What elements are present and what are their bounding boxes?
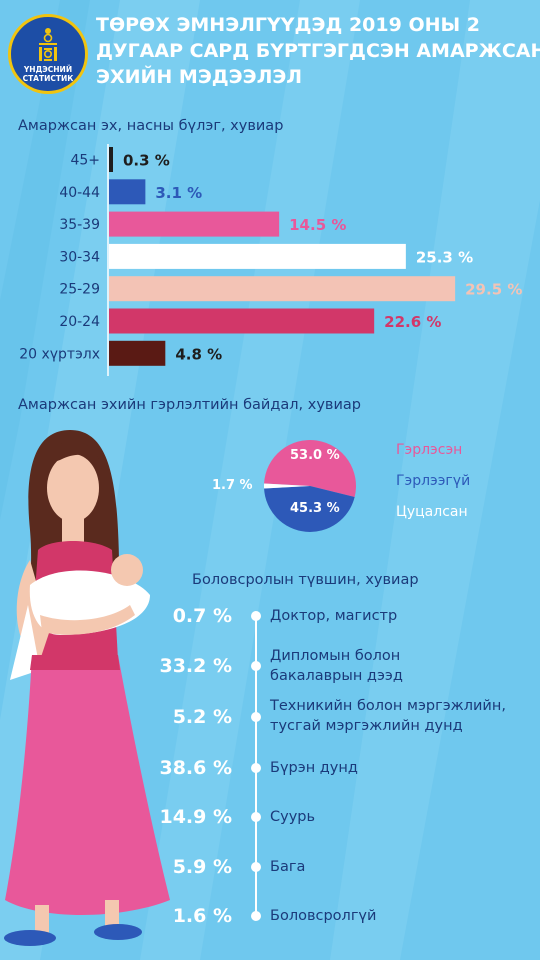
bar-category-label: 45+ xyxy=(70,153,100,169)
bar-value-label: 3.1 % xyxy=(155,184,202,202)
edu-pct-4: 14.9 % xyxy=(159,806,232,828)
bar-category-label: 40-44 xyxy=(59,185,100,201)
bar xyxy=(109,308,375,334)
timeline-dot xyxy=(251,661,261,671)
bar xyxy=(109,211,280,237)
nso-logo: ҮНДЭСНИЙ СТАТИСТИК xyxy=(8,14,88,94)
marital-chart-title: Амаржсан эхийн гэрлэлтийн байдал, хувиар xyxy=(18,397,361,413)
soyombo-emblem-icon xyxy=(39,28,57,61)
edu-label-3: Бүрэн дунд xyxy=(270,758,358,778)
pie-slice xyxy=(264,483,310,489)
legend-divorced: Цуцалсан xyxy=(396,504,468,520)
edu-pct-0: 0.7 % xyxy=(172,605,232,627)
bar-category-label: 30-34 xyxy=(59,249,100,265)
title-line-2: ДУГААР САРД БҮРТГЭГДСЭН АМАРЖСАН xyxy=(96,40,540,62)
bar-category-label: 20-24 xyxy=(59,314,100,330)
bar xyxy=(109,243,406,269)
edu-label-1-line-2: бакалаврын дээд xyxy=(270,668,403,684)
bar xyxy=(109,340,166,366)
age-bar-chart: 45+ 0.3 % 40-44 3.1 % 35-39 14.5 % 30-34 25.3 %… xyxy=(19,144,522,376)
edu-label-1: Дипломын болон бакалаврын дээд xyxy=(270,646,403,686)
legend-married: Гэрлэсэн xyxy=(396,442,463,458)
edu-label-0-line-1: Доктор, магистр xyxy=(270,608,398,624)
edu-label-3-line-1: Бүрэн дунд xyxy=(270,760,358,776)
edu-label-6: Боловсролгүй xyxy=(270,906,376,926)
bar xyxy=(109,179,146,205)
edu-pct-3: 38.6 % xyxy=(159,757,232,779)
timeline-dot xyxy=(251,611,261,621)
pie-label-divorced: 1.7 % xyxy=(212,478,253,493)
bar-category-label: 25-29 xyxy=(59,282,100,298)
pie-label-unmarried: 45.3 % xyxy=(290,501,340,516)
edu-label-2-line-2: тусгай мэргэжлийн дунд xyxy=(270,718,463,734)
logo-text-line2: СТАТИСТИК xyxy=(22,74,74,83)
timeline-dot xyxy=(251,911,261,921)
title-line-1: ТӨРӨХ ЭМНЭЛГҮҮДЭД 2019 ОНЫ 2 xyxy=(96,14,481,36)
timeline-dot xyxy=(251,712,261,722)
marital-pie-svg xyxy=(264,440,356,532)
page-title: ТӨРӨХ ЭМНЭЛГҮҮДЭД 2019 ОНЫ 2 ДУГААР САРД… xyxy=(96,12,540,90)
bar xyxy=(109,276,456,302)
edu-label-2-line-1: Техникийн болон мэргэжлийн, xyxy=(270,698,506,714)
bar-value-label: 0.3 % xyxy=(123,152,170,170)
bar-value-label: 14.5 % xyxy=(289,216,346,234)
edu-pct-5: 5.9 % xyxy=(172,856,232,878)
edu-label-2: Техникийн болон мэргэжлийн, тусгай мэргэ… xyxy=(270,696,506,736)
edu-pct-1: 33.2 % xyxy=(159,655,232,677)
timeline-dot xyxy=(251,763,261,773)
pie-label-married: 53.0 % xyxy=(290,448,340,463)
education-title: Боловсролын түвшин, хувиар xyxy=(192,572,419,588)
edu-label-4: Суурь xyxy=(270,807,315,827)
edu-label-0: Доктор, магистр xyxy=(270,606,397,626)
pie-slice xyxy=(264,440,356,498)
bar-value-label: 25.3 % xyxy=(416,248,473,266)
title-line-3: ЭХИЙН МЭДЭЭЛЭЛ xyxy=(96,66,303,88)
edu-pct-6: 1.6 % xyxy=(172,905,232,927)
logo-text-line1: ҮНДЭСНИЙ xyxy=(23,65,73,74)
edu-label-6-line-1: Боловсролгүй xyxy=(270,908,377,924)
bar-value-label: 29.5 % xyxy=(465,281,522,299)
edu-label-4-line-1: Суурь xyxy=(270,809,316,825)
timeline-dot xyxy=(251,812,261,822)
legend-unmarried: Гэрлээгүй xyxy=(396,473,471,489)
bar-value-label: 4.8 % xyxy=(175,345,222,363)
edu-label-5-line-1: Бага xyxy=(270,859,306,875)
edu-label-5: Бага xyxy=(270,857,305,877)
bar-value-label: 22.6 % xyxy=(384,313,441,331)
timeline-dot xyxy=(251,862,261,872)
bar-category-label: 20 хүртэлх xyxy=(19,346,100,362)
marital-pie xyxy=(262,438,358,534)
pie-slice xyxy=(264,486,355,532)
edu-label-1-line-1: Дипломын болон xyxy=(270,648,401,664)
mother-with-baby-illustration xyxy=(4,430,170,946)
bar xyxy=(109,147,113,172)
edu-pct-2: 5.2 % xyxy=(172,706,232,728)
bar-category-label: 35-39 xyxy=(59,217,100,233)
age-chart-title: Амаржсан эх, насны бүлэг, хувиар xyxy=(18,118,284,134)
